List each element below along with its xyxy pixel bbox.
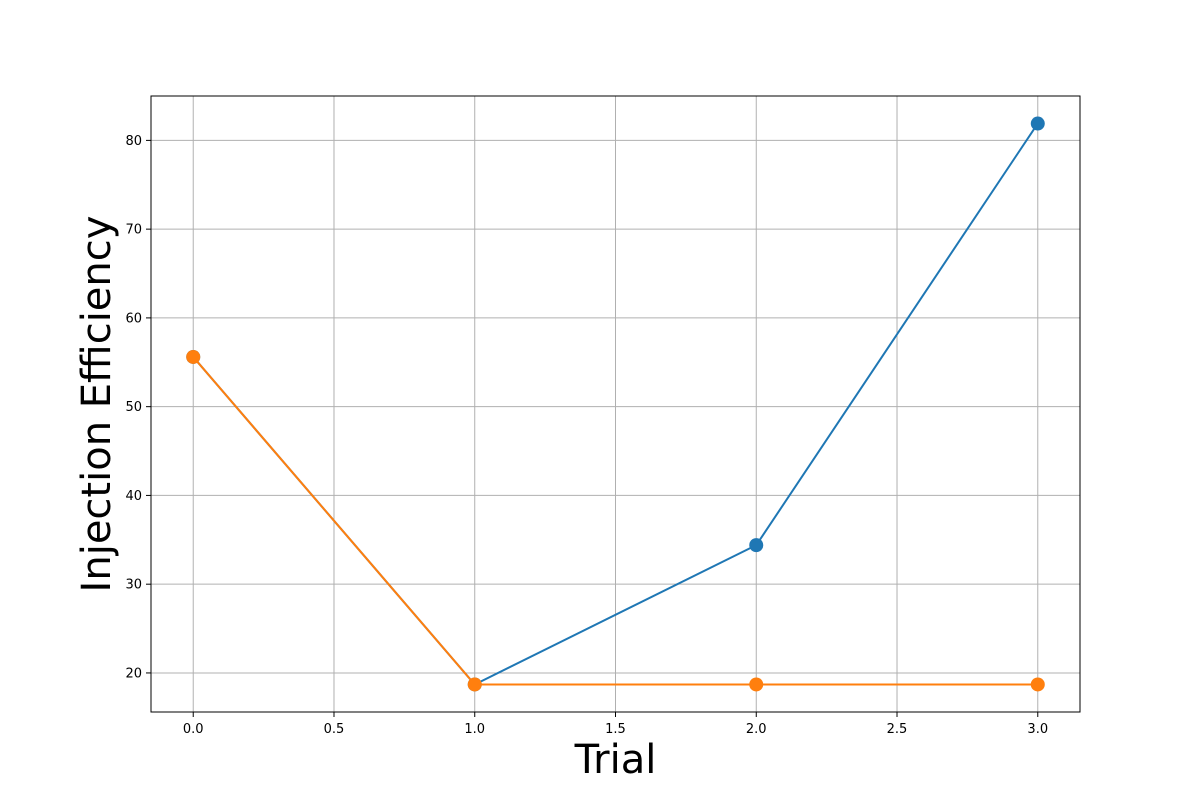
x-tick-label: 3.0: [1027, 722, 1048, 737]
x-axis-ticks: 0.0 0.5 1.0 1.5 2.0 2.5 3.0: [183, 712, 1048, 737]
series-1: [186, 349, 1045, 692]
series-layer: [186, 116, 1045, 692]
x-tick-label: 1.0: [464, 722, 485, 737]
y-tick-label: 50: [125, 400, 142, 415]
x-tick-label: 2.5: [887, 722, 908, 737]
y-tick-label: 80: [125, 134, 142, 149]
y-tick-label: 30: [125, 578, 142, 593]
series-1-point: [1030, 677, 1045, 692]
y-axis-title: Injection Efficiency: [74, 216, 120, 593]
y-tick-label: 40: [125, 489, 142, 504]
series-1-point: [749, 677, 764, 692]
y-tick-label: 70: [125, 223, 142, 238]
x-tick-label: 0.0: [183, 722, 204, 737]
y-tick-label: 60: [125, 311, 142, 326]
series-1-point: [467, 677, 482, 692]
series-0-point: [1030, 116, 1045, 131]
grid: [151, 96, 1080, 712]
x-axis-title: Trial: [574, 737, 657, 783]
series-1-point: [186, 349, 201, 364]
x-tick-label: 2.0: [746, 722, 767, 737]
series-1-line: [192, 356, 1038, 686]
y-tick-label: 20: [125, 666, 142, 681]
y-axis-ticks: 20 30 40 50 60 70 80: [125, 134, 151, 681]
x-tick-label: 1.5: [605, 722, 626, 737]
x-tick-label: 0.5: [324, 722, 345, 737]
series-0-point: [749, 538, 764, 553]
